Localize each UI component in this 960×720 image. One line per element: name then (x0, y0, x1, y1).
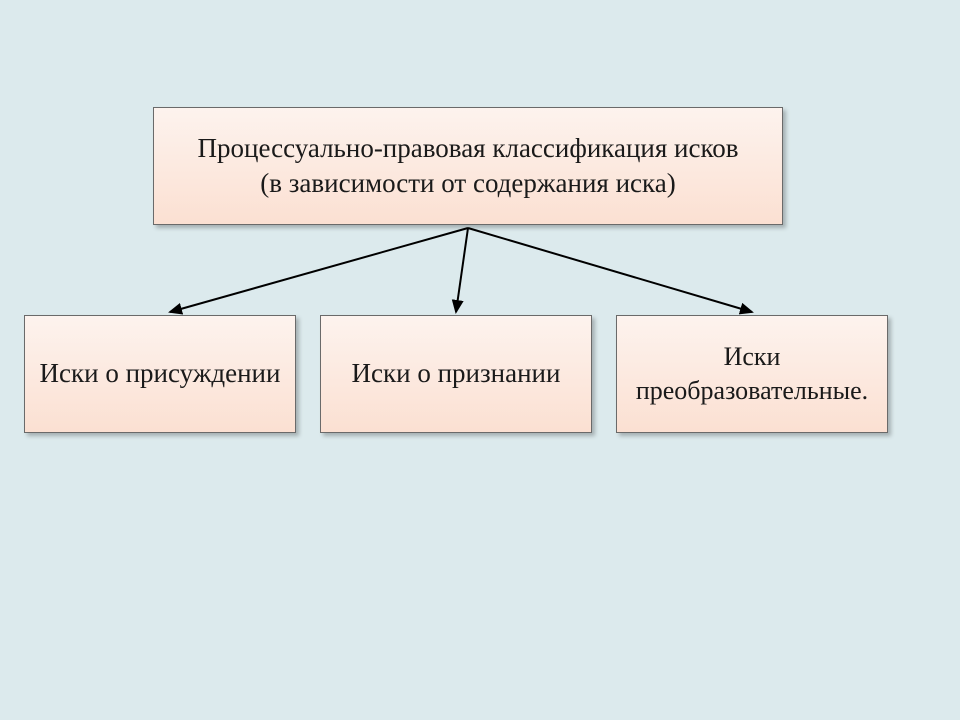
root-line1: Процессуально-правовая классификация иск… (198, 133, 739, 163)
child-3-label: Иски преобразовательные. (625, 340, 879, 408)
child-2-label: Иски о признании (352, 356, 561, 391)
edge-arrow (170, 228, 468, 312)
child-node-3: Иски преобразовательные. (616, 315, 888, 433)
child-node-2: Иски о признании (320, 315, 592, 433)
child-1-label: Иски о присуждении (40, 356, 281, 391)
child-node-1: Иски о присуждении (24, 315, 296, 433)
root-node: Процессуально-правовая классификация иск… (153, 107, 783, 225)
edge-arrow (456, 228, 468, 312)
root-line2: (в зависимости от содержания иска) (260, 168, 675, 198)
edge-arrow (468, 228, 752, 312)
